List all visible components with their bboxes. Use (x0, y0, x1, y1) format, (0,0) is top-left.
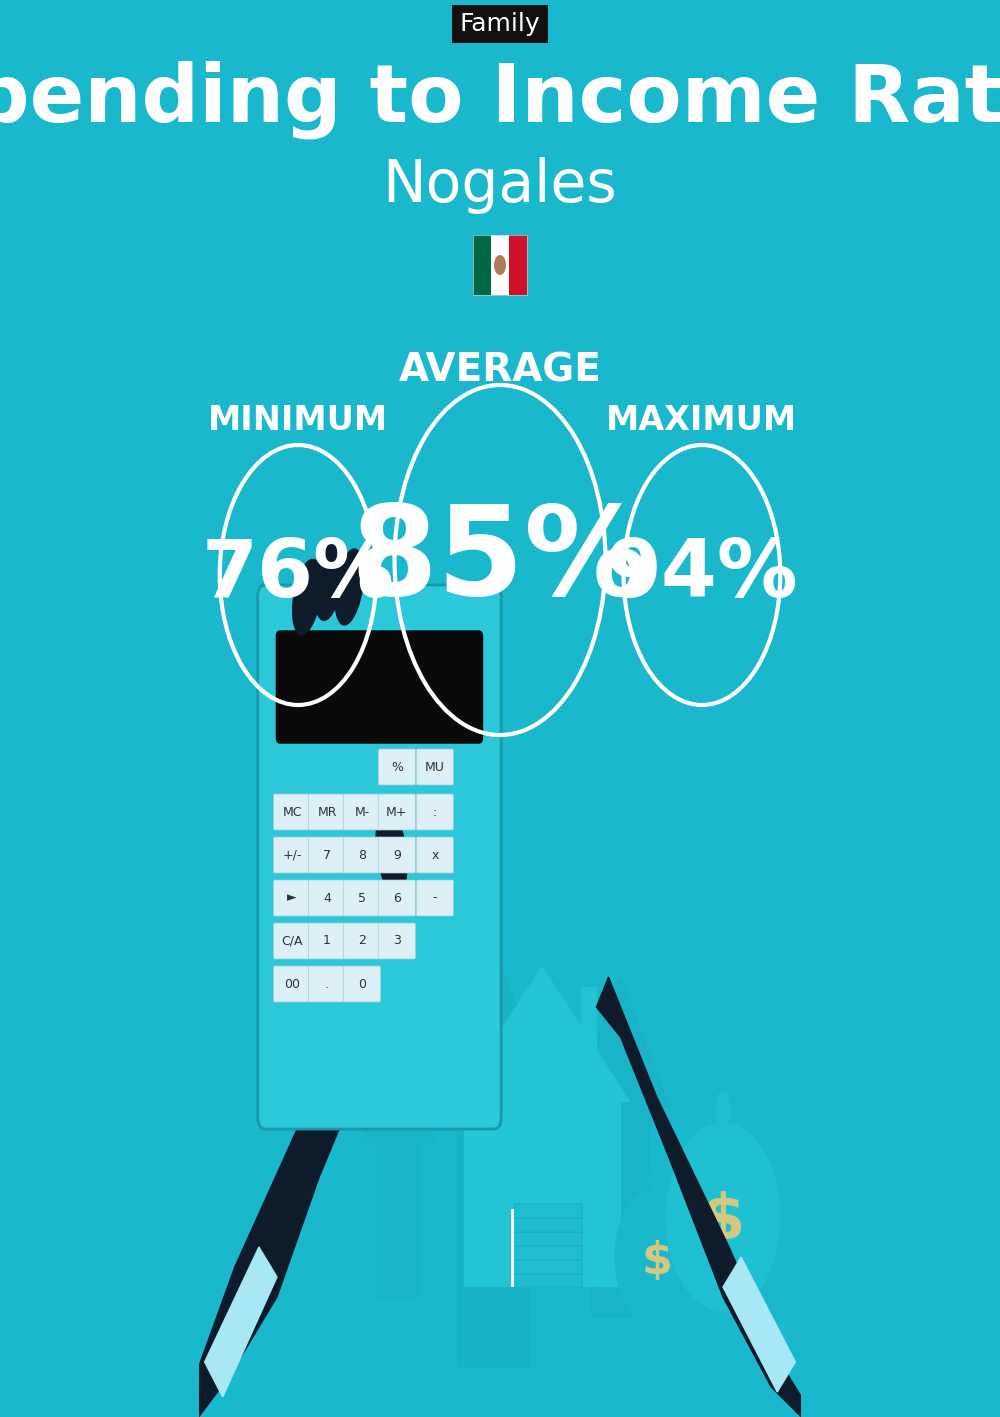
Bar (509, 235, 527, 295)
FancyBboxPatch shape (308, 922, 346, 959)
Ellipse shape (651, 1156, 663, 1175)
FancyBboxPatch shape (378, 880, 416, 915)
Text: 94%: 94% (606, 536, 798, 614)
Polygon shape (434, 947, 554, 1367)
FancyBboxPatch shape (416, 794, 454, 830)
Polygon shape (572, 976, 669, 1316)
FancyBboxPatch shape (514, 1274, 582, 1288)
Text: 85%: 85% (350, 500, 650, 621)
Text: Family: Family (460, 11, 540, 35)
FancyBboxPatch shape (514, 1219, 582, 1231)
Text: 7: 7 (323, 849, 331, 862)
Bar (581, 988, 597, 1061)
FancyBboxPatch shape (416, 880, 454, 915)
FancyBboxPatch shape (378, 750, 416, 785)
Text: 2: 2 (358, 934, 366, 948)
FancyBboxPatch shape (378, 794, 416, 830)
Text: MR: MR (317, 805, 337, 819)
Text: +/-: +/- (282, 849, 302, 862)
Ellipse shape (314, 543, 343, 621)
FancyBboxPatch shape (343, 880, 381, 915)
Text: $: $ (701, 1192, 745, 1253)
Text: Nogales: Nogales (383, 156, 617, 214)
Text: MU: MU (425, 761, 445, 774)
FancyBboxPatch shape (258, 585, 501, 1129)
FancyBboxPatch shape (343, 966, 381, 1002)
FancyBboxPatch shape (273, 794, 311, 830)
FancyBboxPatch shape (416, 750, 454, 785)
FancyBboxPatch shape (343, 922, 381, 959)
Circle shape (666, 1122, 780, 1312)
Bar (473, 235, 527, 295)
Text: C/A: C/A (281, 934, 303, 948)
Text: 6: 6 (393, 891, 401, 904)
Bar (473, 235, 491, 295)
FancyBboxPatch shape (308, 880, 346, 915)
FancyBboxPatch shape (276, 631, 483, 743)
FancyBboxPatch shape (514, 1260, 582, 1274)
FancyBboxPatch shape (378, 922, 416, 959)
Text: MC: MC (282, 805, 302, 819)
Ellipse shape (715, 1101, 731, 1124)
Polygon shape (199, 998, 385, 1417)
FancyBboxPatch shape (452, 6, 548, 43)
Bar (511, 1209, 539, 1287)
Bar (491, 235, 509, 295)
Text: 9: 9 (393, 849, 401, 862)
Ellipse shape (292, 558, 322, 635)
FancyBboxPatch shape (273, 837, 311, 873)
Text: MAXIMUM: MAXIMUM (606, 404, 797, 436)
Ellipse shape (334, 548, 364, 626)
FancyBboxPatch shape (273, 880, 311, 915)
Circle shape (615, 1187, 699, 1326)
Text: 4: 4 (323, 891, 331, 904)
FancyBboxPatch shape (378, 837, 416, 873)
Ellipse shape (648, 1166, 665, 1187)
Text: 8: 8 (358, 849, 366, 862)
Bar (464, 1101, 621, 1287)
Text: MINIMUM: MINIMUM (208, 404, 388, 436)
FancyBboxPatch shape (514, 1246, 582, 1260)
Text: :: : (433, 805, 437, 819)
Polygon shape (205, 1247, 277, 1397)
Text: .: . (325, 978, 329, 990)
FancyBboxPatch shape (416, 837, 454, 873)
Circle shape (494, 255, 506, 275)
Text: 1: 1 (323, 934, 331, 948)
Ellipse shape (717, 1091, 729, 1110)
Text: M-: M- (354, 805, 370, 819)
Ellipse shape (375, 808, 408, 896)
FancyBboxPatch shape (343, 837, 381, 873)
Polygon shape (455, 966, 630, 1101)
Text: 0: 0 (358, 978, 366, 990)
FancyBboxPatch shape (273, 966, 311, 1002)
FancyBboxPatch shape (308, 837, 346, 873)
Polygon shape (723, 1257, 795, 1391)
Text: 3: 3 (393, 934, 401, 948)
Text: ►: ► (287, 891, 297, 904)
FancyBboxPatch shape (273, 922, 311, 959)
FancyBboxPatch shape (514, 1204, 582, 1219)
FancyBboxPatch shape (343, 794, 381, 830)
Text: Spending to Income Ratio: Spending to Income Ratio (0, 61, 1000, 139)
Bar (545, 1209, 573, 1287)
Polygon shape (596, 976, 801, 1417)
Text: 76%: 76% (202, 536, 394, 614)
FancyBboxPatch shape (514, 1231, 582, 1246)
Polygon shape (361, 1047, 434, 1297)
Text: 5: 5 (358, 891, 366, 904)
Text: AVERAGE: AVERAGE (399, 351, 601, 390)
Text: 00: 00 (284, 978, 300, 990)
FancyBboxPatch shape (308, 966, 346, 1002)
Text: x: x (431, 849, 439, 862)
Text: M+: M+ (386, 805, 408, 819)
Text: %: % (391, 761, 403, 774)
Text: $: $ (641, 1240, 672, 1284)
Text: -: - (433, 891, 437, 904)
FancyBboxPatch shape (308, 794, 346, 830)
